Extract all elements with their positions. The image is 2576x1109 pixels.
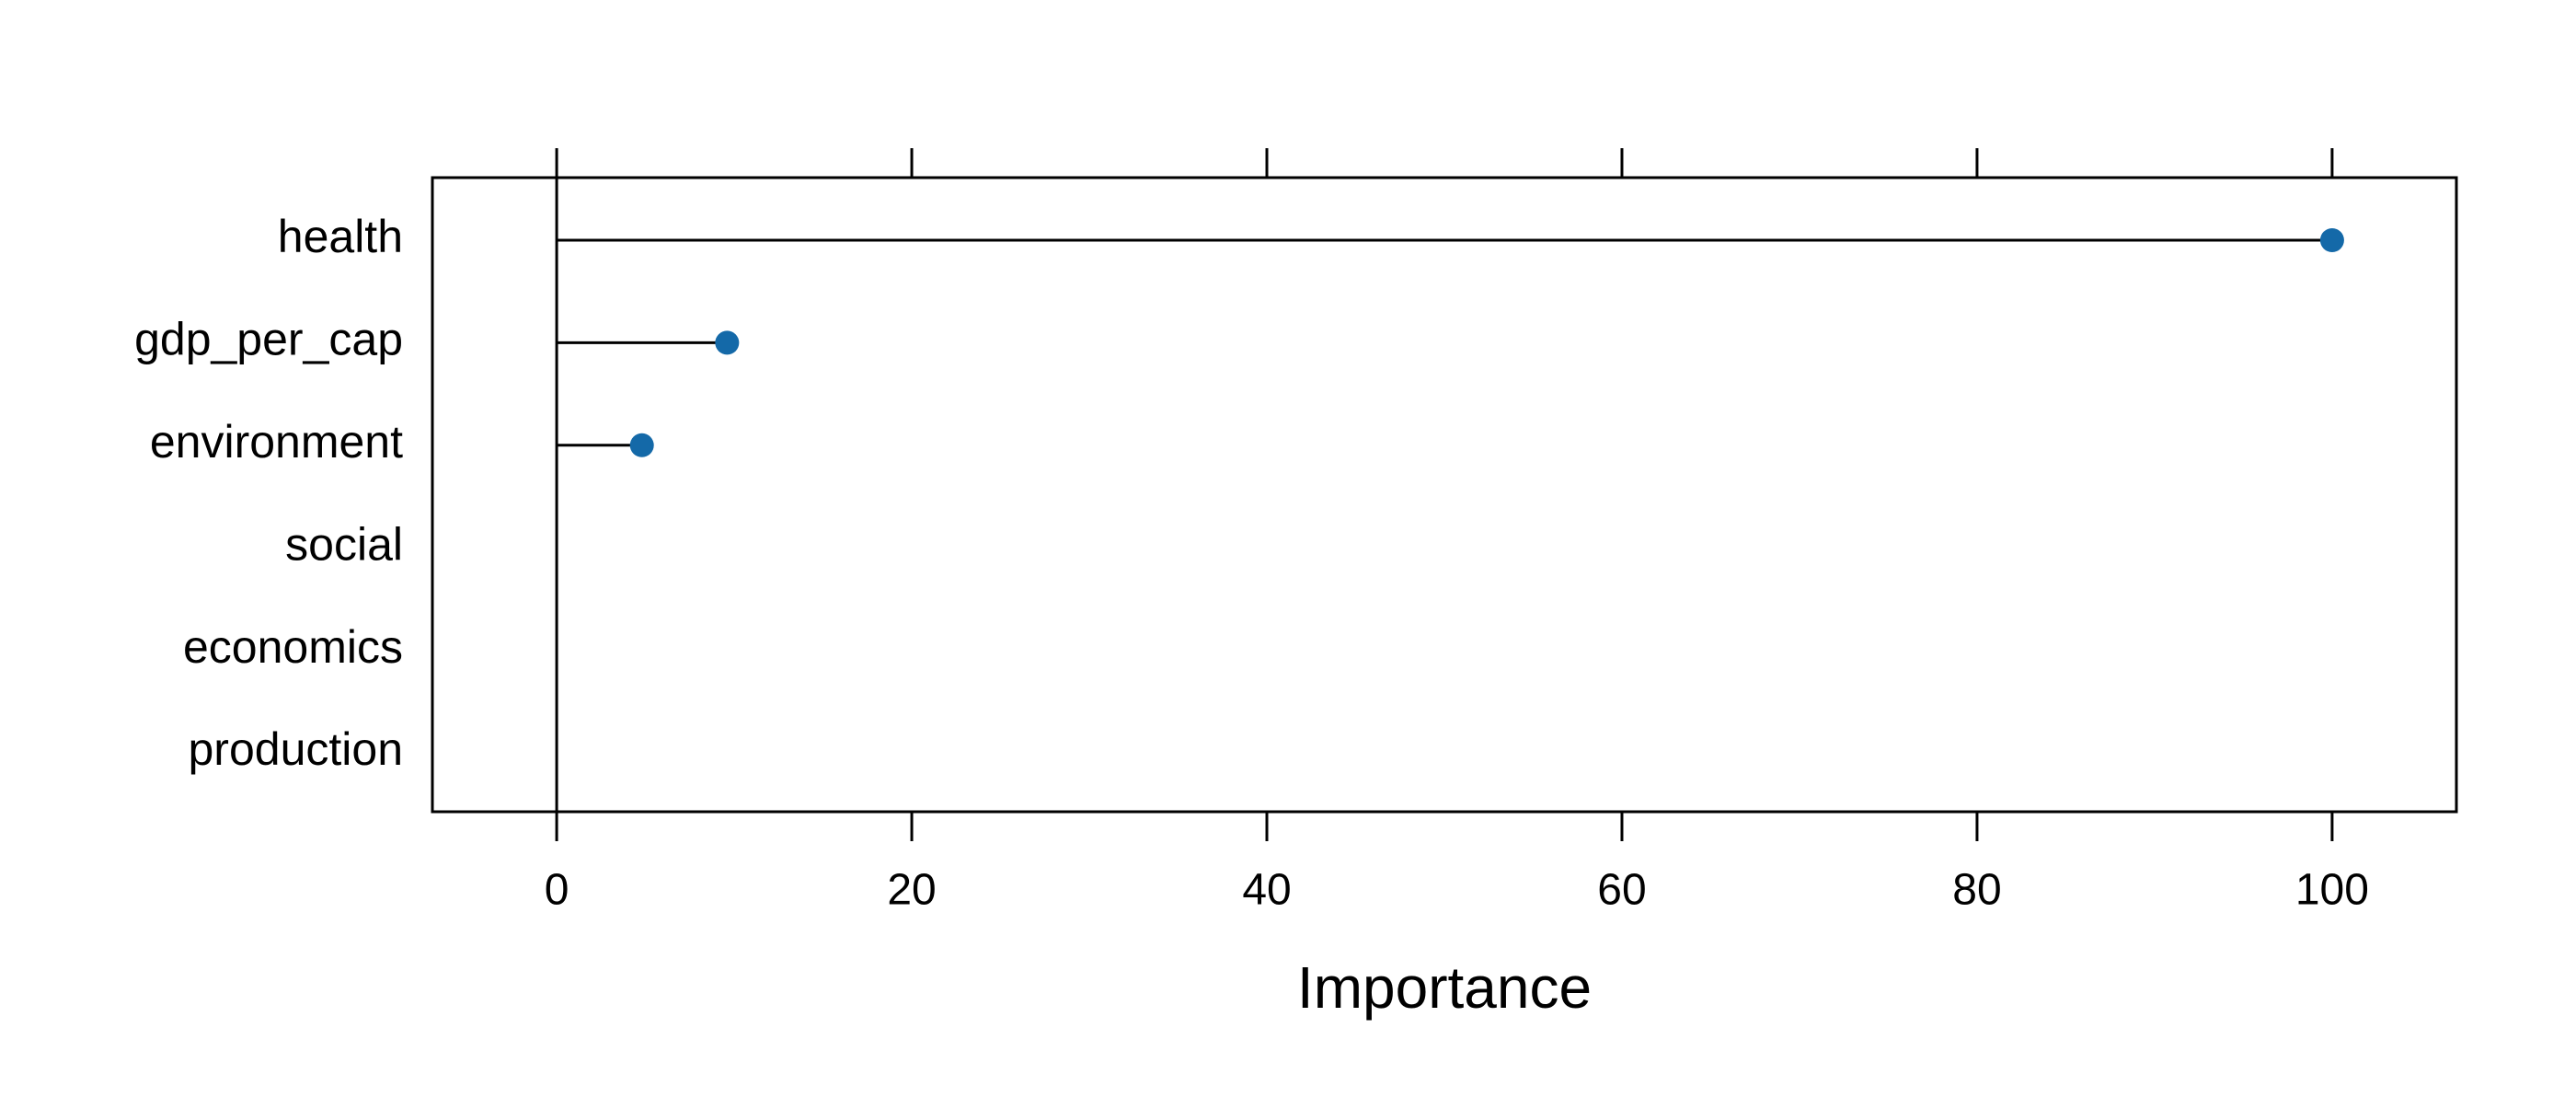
point [629, 433, 654, 457]
y-tick-label: economics [183, 621, 403, 673]
point [2319, 228, 2344, 252]
x-tick-label: 60 [1597, 866, 1646, 915]
x-axis-title: Importance [1297, 954, 1592, 1021]
x-tick-label: 0 [545, 866, 569, 915]
y-tick-label: health [278, 211, 403, 262]
x-tick-label: 40 [1242, 866, 1291, 915]
x-tick-label: 100 [2295, 866, 2369, 915]
y-tick-label: social [285, 518, 403, 570]
y-tick-label: production [189, 723, 404, 775]
plot-frame [431, 176, 2458, 814]
y-tick-label: environment [150, 416, 403, 468]
x-tick-label: 20 [887, 866, 936, 915]
y-tick-label: gdp_per_cap [134, 314, 403, 365]
x-tick-label: 80 [1952, 866, 2001, 915]
point [715, 330, 740, 355]
